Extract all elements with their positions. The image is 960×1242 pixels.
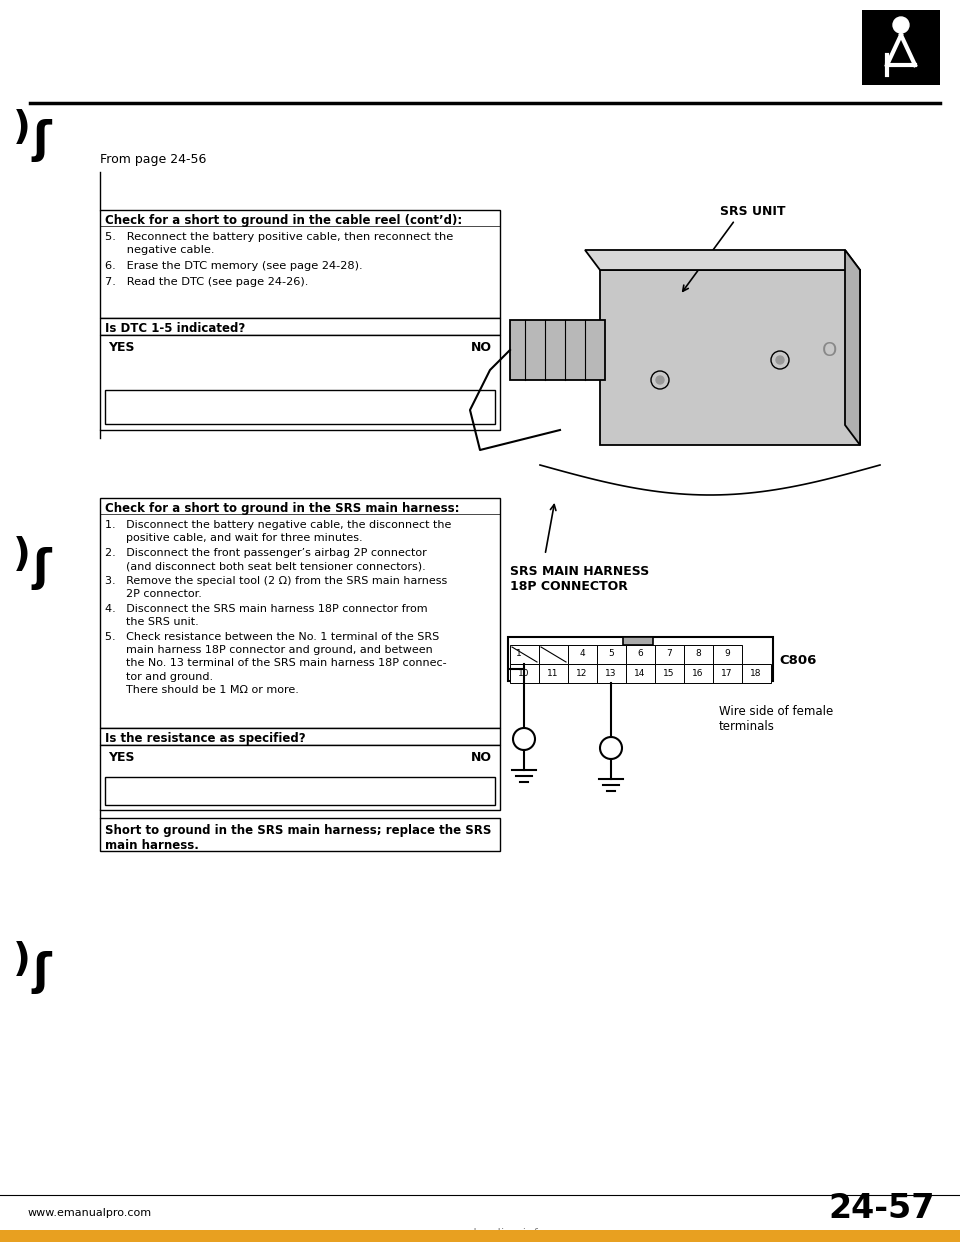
Text: O: O [823,340,838,359]
Text: SRS UNIT: SRS UNIT [720,205,785,219]
Text: 2.   Disconnect the front passenger’s airbag 2P connector
      (and disconnect : 2. Disconnect the front passenger’s airb… [105,548,427,571]
Bar [623,637,653,645]
Text: 8: 8 [695,650,701,658]
Text: carmanualsonline.info: carmanualsonline.info [415,1228,545,1242]
Bar [684,664,713,683]
Text: 5: 5 [608,650,613,658]
Text: 16: 16 [692,668,704,677]
Bar [568,645,597,664]
Text: 4.   Disconnect the SRS main harness 18P connector from
      the SRS unit.: 4. Disconnect the SRS main harness 18P c… [105,604,427,627]
Text: 18: 18 [751,668,761,677]
Bar [510,664,539,683]
Text: YES: YES [108,751,134,764]
Text: Faulty SRS unit; replace the SRS unit (see page 24-95).: Faulty SRS unit; replace the SRS unit (s… [110,782,478,796]
Circle shape [656,376,664,384]
Text: 3.   Remove the special tool (2 Ω) from the SRS main harness
      2P connector.: 3. Remove the special tool (2 Ω) from th… [105,576,447,599]
Text: Wire side of female
terminals: Wire side of female terminals [719,705,833,733]
Bar [862,10,940,84]
Bar [742,664,771,683]
Bar [626,645,655,664]
Text: ): ) [13,109,31,147]
Text: Short to ground in the cable reel; replace the cable reel
(see page 24-91).: Short to ground in the cable reel; repla… [110,395,482,424]
Bar [0,1230,960,1242]
Text: 7.   Read the DTC (see page 24-26).: 7. Read the DTC (see page 24-26). [105,277,308,287]
Bar [100,745,500,810]
Text: C806: C806 [779,653,816,667]
Bar [508,637,773,681]
Circle shape [893,17,909,34]
Text: 11: 11 [547,668,559,677]
Text: YES: YES [108,342,134,354]
Bar [684,645,713,664]
Text: 9: 9 [724,650,730,658]
Text: 4: 4 [579,650,585,658]
Text: 12: 12 [576,668,588,677]
Polygon shape [585,250,860,270]
Bar [655,664,684,683]
Bar [626,664,655,683]
Text: ): ) [13,537,31,574]
Text: 6.   Erase the DTC memory (see page 24-28).: 6. Erase the DTC memory (see page 24-28)… [105,261,363,271]
Text: Is the resistance as specified?: Is the resistance as specified? [105,732,305,745]
Text: NO: NO [471,751,492,764]
Text: 6: 6 [637,650,643,658]
Text: SRS MAIN HARNESS
18P CONNECTOR: SRS MAIN HARNESS 18P CONNECTOR [510,565,649,592]
Text: ʃ: ʃ [33,950,51,994]
Bar [655,645,684,664]
Bar [539,664,568,683]
Bar [100,498,500,728]
Text: 1.   Disconnect the battery negative cable, the disconnect the
      positive ca: 1. Disconnect the battery negative cable… [105,520,451,543]
Text: ʃ: ʃ [33,118,51,161]
Bar [568,664,597,683]
Text: www.emanualpro.com: www.emanualpro.com [28,1208,152,1218]
Circle shape [776,356,784,364]
Bar [100,728,500,745]
Text: 24-57: 24-57 [828,1191,935,1225]
Polygon shape [845,250,860,445]
Bar [105,390,495,424]
Bar [713,645,742,664]
Text: 10: 10 [518,668,530,677]
Text: Is DTC 1-5 indicated?: Is DTC 1-5 indicated? [105,322,245,335]
Bar [510,320,605,380]
Bar [597,645,626,664]
Text: Check for a short to ground in the cable reel (cont’d):: Check for a short to ground in the cable… [105,214,463,227]
Text: 5.   Reconnect the battery positive cable, then reconnect the
      negative cab: 5. Reconnect the battery positive cable,… [105,232,453,255]
Bar [539,645,568,664]
Bar [100,210,500,318]
Bar [510,645,539,664]
Text: ʃ: ʃ [33,546,51,590]
Bar [713,664,742,683]
Text: 13: 13 [605,668,616,677]
Text: NO: NO [471,342,492,354]
Text: Short to ground in the SRS main harness; replace the SRS
main harness.: Short to ground in the SRS main harness;… [105,823,492,852]
Text: 17: 17 [721,668,732,677]
Bar [100,818,500,851]
Text: 5.   Check resistance between the No. 1 terminal of the SRS
      main harness 1: 5. Check resistance between the No. 1 te… [105,632,446,694]
Bar [105,777,495,805]
Bar [600,270,860,445]
Text: From page 24-56: From page 24-56 [100,154,206,166]
Text: 15: 15 [663,668,675,677]
Text: ): ) [13,941,31,979]
Text: 7: 7 [666,650,672,658]
Bar [100,318,500,335]
Bar [100,335,500,430]
Text: 14: 14 [635,668,646,677]
Text: 1: 1 [516,650,521,658]
Bar [597,664,626,683]
Text: Check for a short to ground in the SRS main harness:: Check for a short to ground in the SRS m… [105,502,460,515]
